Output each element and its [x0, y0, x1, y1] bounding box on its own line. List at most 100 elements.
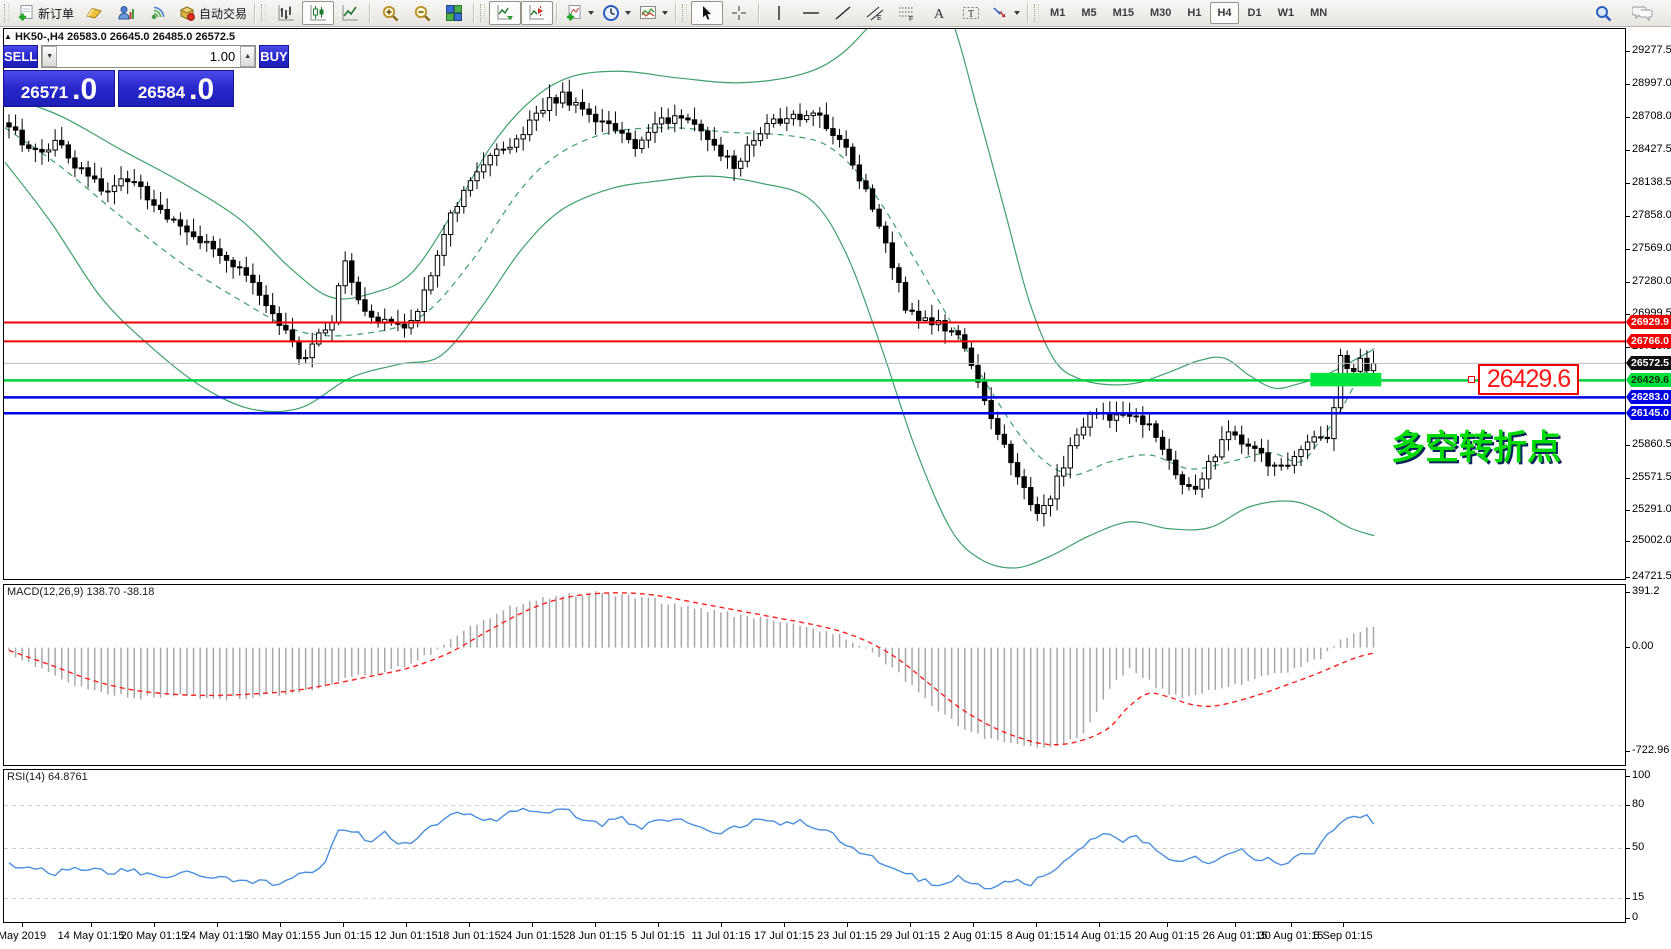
axis-tick [1626, 541, 1630, 542]
time-tick [1343, 923, 1344, 927]
time-tick [91, 923, 92, 927]
price-axis-label: 29277.5 [1632, 44, 1671, 56]
auto-trading-button[interactable]: 自动交易 [174, 1, 251, 25]
signals-button[interactable] [142, 1, 174, 25]
time-tick [1291, 923, 1292, 927]
vertical-line-icon [778, 6, 780, 20]
dropdown-arrow-icon [1014, 11, 1021, 15]
time-tick [658, 923, 659, 927]
zoom-out-button[interactable] [406, 1, 438, 25]
axis-tick [1626, 848, 1630, 849]
sell-button[interactable]: SELL [3, 45, 39, 68]
main-chart-panel[interactable] [3, 28, 1626, 580]
buy-price[interactable]: 26584 .0 [118, 70, 234, 107]
sell-price-main: 26571 [20, 83, 69, 102]
profile-button[interactable] [110, 1, 142, 25]
periods-button[interactable] [598, 1, 635, 25]
axis-tick [1626, 445, 1630, 446]
volume-increase-button[interactable]: ▲ [240, 46, 256, 67]
timeframe-M5-button[interactable]: M5 [1081, 7, 1097, 19]
new-order-button[interactable]: 新订单 [13, 1, 78, 25]
templates-button[interactable] [635, 1, 672, 25]
arrows-button[interactable] [987, 1, 1024, 25]
time-tick [532, 923, 533, 927]
volume-decrease-button[interactable]: ▼ [42, 46, 58, 67]
timeframe-H4-button[interactable]: H4 [1210, 2, 1239, 24]
timeframe-M15-button[interactable]: M15 [1112, 7, 1134, 19]
cursor-button[interactable] [691, 1, 724, 25]
price-callout-box[interactable]: 26429.6 [1478, 364, 1579, 395]
axis-tick [1626, 776, 1630, 777]
time-tick [847, 923, 848, 927]
sell-price[interactable]: 26571 .0 [3, 70, 115, 107]
chart-shift-button[interactable] [521, 1, 554, 25]
timeframe-M1-button[interactable]: M1 [1050, 7, 1066, 19]
chart-candles-button[interactable] [302, 1, 335, 25]
price-axis[interactable]: 29277.5 28997.0 28708.0 28427.5 28138.5 27858… [1626, 28, 1671, 923]
macd-canvas[interactable] [4, 585, 1625, 765]
rsi-axis-label: 0 [1632, 911, 1639, 923]
timeframe-H1-button[interactable]: H1 [1187, 7, 1202, 19]
axis-tick [1626, 117, 1630, 118]
search-button[interactable] [1587, 1, 1619, 25]
timeframe-group: M1 M5 M15 M30 H1 H4 D1 W1 MN [1043, 2, 1334, 24]
timeframe-MN-button[interactable]: MN [1310, 7, 1328, 19]
trendline-icon [835, 6, 851, 20]
time-tick [406, 923, 407, 927]
text-label-icon: T [963, 7, 980, 20]
volume-input[interactable] [57, 46, 241, 67]
rsi-panel[interactable] [3, 769, 1626, 923]
chat-button[interactable] [1627, 1, 1659, 25]
timeframe-D1-button[interactable]: D1 [1247, 7, 1262, 19]
gold-ingot-button[interactable] [78, 1, 110, 25]
price-axis-label: 25291.0 [1632, 503, 1671, 515]
tile-windows-button[interactable] [438, 1, 470, 25]
time-axis[interactable]: May 2019 14 May 01:15 20 May 01:15 24 May 0… [0, 923, 1626, 949]
timeframe-M30-button[interactable]: M30 [1150, 7, 1172, 19]
trendline-button[interactable] [827, 1, 859, 25]
fibonacci-button[interactable]: F [891, 1, 923, 25]
callout-anchor-handle[interactable] [1468, 376, 1475, 383]
chart-shift-icon [529, 5, 545, 20]
equidistant-channel-button[interactable]: E [859, 1, 891, 25]
price-callout-text: 26429.6 [1486, 365, 1571, 393]
text-label-button[interactable]: T [955, 1, 987, 25]
turning-point-annotation[interactable]: 多空转折点 [1391, 429, 1561, 467]
cursor-icon [703, 6, 712, 20]
time-axis-label: May 2019 [0, 930, 47, 942]
svg-text:F: F [909, 16, 913, 21]
price-axis-label: 28997.0 [1632, 77, 1671, 89]
rsi-axis-label: 50 [1632, 841, 1645, 853]
buy-button[interactable]: BUY [259, 45, 289, 68]
rsi-canvas[interactable] [4, 770, 1625, 922]
macd-panel[interactable] [3, 584, 1626, 766]
dropdown-arrow-icon [625, 11, 632, 15]
indicators-button[interactable] [561, 1, 598, 25]
subwindow-expand-icon[interactable]: ▲ [4, 32, 12, 41]
toolbar-separator [473, 3, 476, 23]
time-tick [1099, 923, 1100, 927]
timeframe-W1-button[interactable]: W1 [1277, 7, 1295, 19]
macd-label: MACD(12,26,9) 138.70 -38.18 [7, 586, 155, 598]
time-axis-label: 5 Jun 01:15 [314, 930, 372, 942]
toolbar-grip [480, 4, 486, 22]
crosshair-button[interactable] [723, 1, 755, 25]
auto-trading-icon [179, 6, 195, 21]
time-axis-label: 26 Aug 01:15 [1202, 930, 1268, 942]
volume-spinner: ▼ ▲ [41, 45, 257, 68]
auto-scroll-button[interactable] [489, 1, 522, 25]
dropdown-arrow-icon [662, 11, 669, 15]
time-axis-label: 20 May 01:15 [120, 930, 188, 942]
zoom-in-button[interactable] [374, 1, 406, 25]
chat-icon [1632, 6, 1653, 22]
rsi-axis-label: 15 [1632, 891, 1645, 903]
chart-bars-button[interactable] [270, 1, 302, 25]
price-axis-label: 27569.0 [1632, 242, 1671, 254]
vertical-line-button[interactable] [763, 1, 795, 25]
profile-icon [118, 6, 135, 20]
chart-line-button[interactable] [334, 1, 366, 25]
main-chart-canvas[interactable] [4, 29, 1625, 579]
horizontal-line-button[interactable] [795, 1, 827, 25]
axis-tick [1626, 751, 1630, 752]
text-button[interactable]: A [923, 1, 955, 25]
